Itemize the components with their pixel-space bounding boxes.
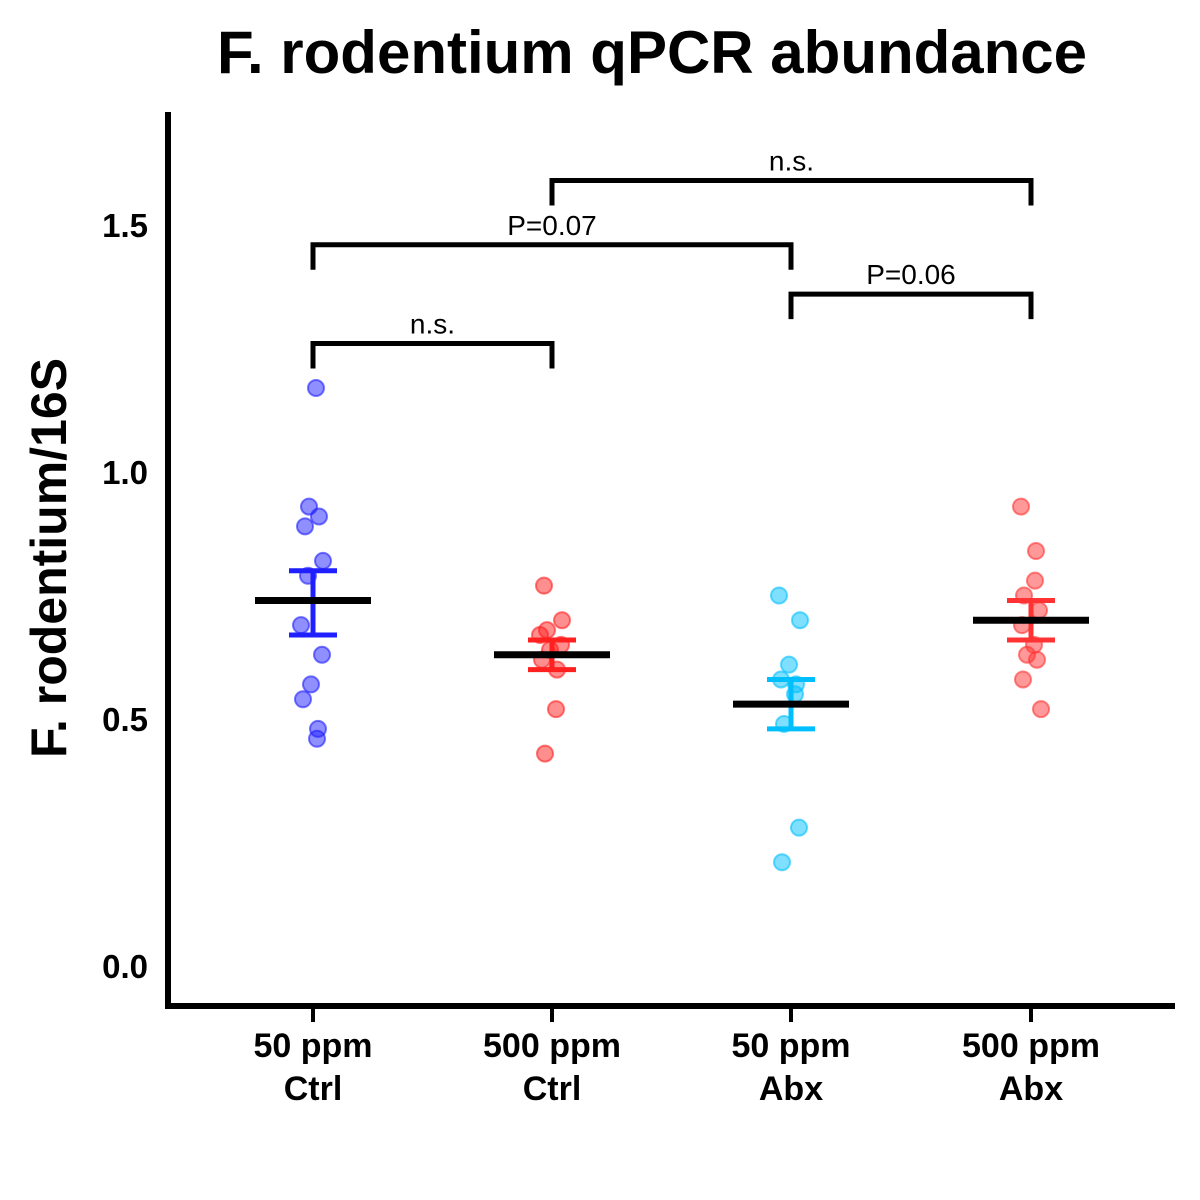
significance-label: n.s. — [769, 146, 814, 177]
data-point — [294, 690, 312, 709]
x-tick-label-line1: 500 ppm — [962, 1027, 1100, 1065]
y-tick-label: 0.0 — [102, 948, 148, 985]
data-point — [780, 655, 798, 674]
x-tick-label-line2: Abx — [999, 1070, 1063, 1108]
y-axis-label: F. rodentium/16S — [21, 358, 77, 758]
summary-bars — [255, 568, 1089, 732]
significance-bracket — [310, 242, 794, 270]
data-point — [553, 611, 571, 630]
y-tick-label: 0.5 — [102, 701, 148, 738]
data-point — [292, 616, 310, 635]
y-tick-label: 1.5 — [102, 207, 148, 244]
data-point — [1014, 670, 1032, 689]
significance-bracket — [310, 341, 555, 369]
data-point — [773, 853, 791, 872]
data-point — [310, 507, 328, 526]
x-ticks: 50 ppm Ctrl 500 ppm Ctrl 50 ppm Abx 500 ppm Abx — [253, 1009, 1100, 1108]
data-point — [790, 818, 808, 837]
significance-brackets: n.s. P=0.07 P=0.06 n.s. — [310, 146, 1034, 369]
significance-label: P=0.07 — [507, 210, 597, 241]
x-tick-label-line1: 500 ppm — [483, 1027, 621, 1065]
data-point — [791, 611, 809, 630]
data-point — [302, 675, 320, 694]
data-point — [1028, 650, 1046, 669]
data-point — [1032, 700, 1050, 719]
data-point — [536, 744, 554, 763]
data-point — [313, 645, 331, 664]
data-point — [296, 517, 314, 536]
significance-label: P=0.06 — [866, 259, 956, 290]
data-point — [314, 551, 332, 570]
data-point — [770, 586, 788, 605]
x-tick-label-line2: Ctrl — [284, 1070, 343, 1108]
y-ticks: 0.0 0.5 1.0 1.5 — [102, 207, 148, 985]
data-points — [292, 379, 1050, 872]
x-tick-label-line2: Abx — [759, 1070, 823, 1108]
x-tick-label-line2: Ctrl — [523, 1070, 582, 1108]
data-point — [308, 729, 326, 748]
significance-label: n.s. — [410, 309, 455, 340]
data-point — [547, 700, 565, 719]
data-point — [1012, 497, 1030, 516]
data-point — [535, 576, 553, 595]
data-point — [1027, 542, 1045, 561]
y-tick-label: 1.0 — [102, 454, 148, 491]
chart-title: F. rodentium qPCR abundance — [217, 19, 1087, 86]
significance-bracket — [549, 178, 1034, 206]
x-tick-label-line1: 50 ppm — [731, 1027, 850, 1065]
significance-bracket — [788, 291, 1034, 320]
x-tick-label-line1: 50 ppm — [253, 1027, 372, 1065]
data-point — [1026, 571, 1044, 590]
data-point — [307, 379, 325, 398]
